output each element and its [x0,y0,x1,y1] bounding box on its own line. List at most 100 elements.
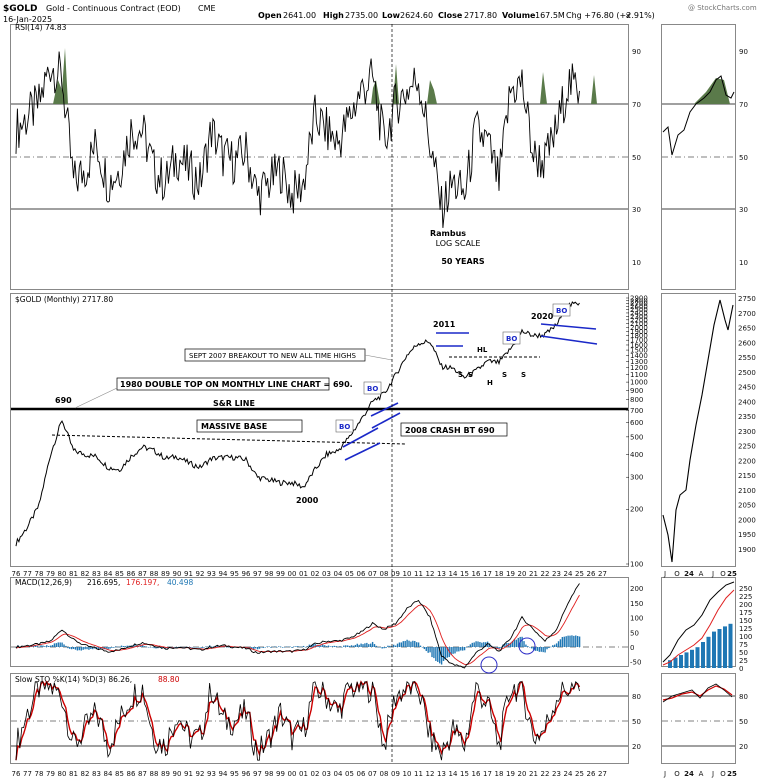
macd-hist-bar [509,642,512,647]
macd-hist-bar [398,642,401,647]
macd-hist-bar [496,647,498,649]
macd-hist-bar [362,644,364,647]
rsi-zoom-axis: 90 70 50 30 10 [739,48,748,267]
macd-hist-bar [402,641,404,647]
x-label-99: 99 [276,770,285,778]
macd-zoom-tick-175: 175 [739,609,752,617]
macd-hist-bar [49,645,52,647]
rsi-tick-90: 90 [632,48,641,56]
x-label-03: 03 [322,570,331,578]
x-zoom-label-24: 24 [684,770,694,778]
macd-hist-bar [345,645,347,647]
x-label-86: 86 [127,770,136,778]
high-value: 2735.00 [345,11,378,20]
price-zoom-frame [661,293,736,567]
x-zoom-label-O: O [720,770,726,778]
macd-hist-bar [460,647,462,651]
macd-hist-bar [34,645,36,647]
price-zoom-tick-2100: 2100 [738,487,756,495]
macd-hist-bar [463,647,466,651]
macd-hist-bar [180,646,182,648]
macd-tick-100: 100 [630,615,643,623]
price-zoom-tick-2700: 2700 [738,310,756,318]
open-label: Open [258,11,282,20]
price-zoom-tick-2650: 2650 [738,325,756,333]
x-label-79: 79 [46,770,55,778]
x-label-05: 05 [345,770,354,778]
macd-hist-bar [143,646,146,647]
macd-hist-bar [383,647,385,649]
macd-hist-bar [385,647,387,649]
macd-hist-bar [199,647,201,648]
label-s-1: S [458,371,463,379]
macd-hist-bar [318,645,320,647]
macd-zoom-hist-bar [701,642,705,668]
x-label-00: 00 [288,570,297,578]
macd-zoom-tick-125: 125 [739,625,752,633]
rsi-fill-2008 [393,64,399,104]
macd-hist-bar [249,647,251,648]
x-label-16: 16 [472,570,481,578]
macd-hist-bar [53,643,56,647]
price-tick-1800: 1800 [630,332,648,340]
macd-hist-bar [429,647,431,653]
macd-hist-bar [504,643,506,647]
symbol-label: $GOLD [3,4,38,14]
macd-hist-bar [446,647,449,658]
macd-hist-bar [57,642,59,647]
macd-hist-bar [38,646,40,648]
breakout-2007-label: SEPT 2007 BREAKOUT TO NEW ALL TIME HIGHS [189,352,357,360]
macd-hist-bar [438,647,441,664]
price-zoom-tick-2450: 2450 [738,384,756,392]
macd-hist-bar [427,647,429,653]
price-tick-500: 500 [630,433,643,441]
x-label-20: 20 [518,770,527,778]
x-label-21: 21 [529,570,538,578]
macd-hist-bar [279,646,282,647]
x-label-78: 78 [35,770,44,778]
close-icon[interactable]: ✕ [625,12,631,20]
price-tick-2000: 2000 [630,324,648,332]
macd-hist-bar [145,646,148,647]
label-h: H [487,379,493,387]
macd-hist-bar [51,645,54,647]
x-label-77: 77 [23,570,32,578]
x-label-95: 95 [230,770,239,778]
x-label-93: 93 [207,770,216,778]
macd-hist-bar [47,646,50,647]
macd-hist-bar [471,642,473,647]
x-label-81: 81 [69,570,78,578]
x-label-23: 23 [552,770,561,778]
macd-hist-bar [258,647,261,649]
x-label-93: 93 [207,570,216,578]
channel-2005-top [342,427,379,448]
macd-value: 216.695, [87,578,120,587]
macd-hist-bar [356,643,358,647]
x-label-85: 85 [115,770,124,778]
macd-hist-bar [153,647,155,649]
macd-hist-bar [400,642,403,647]
macd-zoom-hist-bar [723,626,727,668]
rsi-fill-2020 [540,72,547,104]
breakout-pointer [364,354,393,361]
macd-zoom-tick-200: 200 [739,601,752,609]
macd-zoom-hist-bar [712,631,716,668]
rsi-fill-2024 [591,75,597,104]
macd-hist-bar [506,642,508,647]
macd-hist-bar [527,646,529,647]
price-tick-1500: 1500 [630,347,648,355]
price-zoom-tick-2300: 2300 [738,428,756,436]
price-tick-2900: 2900 [630,295,648,303]
macd-zoom-signal [662,589,735,666]
macd-hist-bar [565,636,567,647]
macd-hist-bar [69,647,71,649]
macd-hist-bar [423,647,426,650]
macd-hist-bar [575,635,577,647]
macd-hist-bar [300,646,303,648]
macd-hist-bar [111,647,113,648]
macd-hist-bar [552,645,554,647]
price-zoom-tick-2750: 2750 [738,295,756,303]
macd-hist-bar [544,647,546,653]
high-label: High [323,11,344,20]
macd-hist-bar [387,645,389,647]
